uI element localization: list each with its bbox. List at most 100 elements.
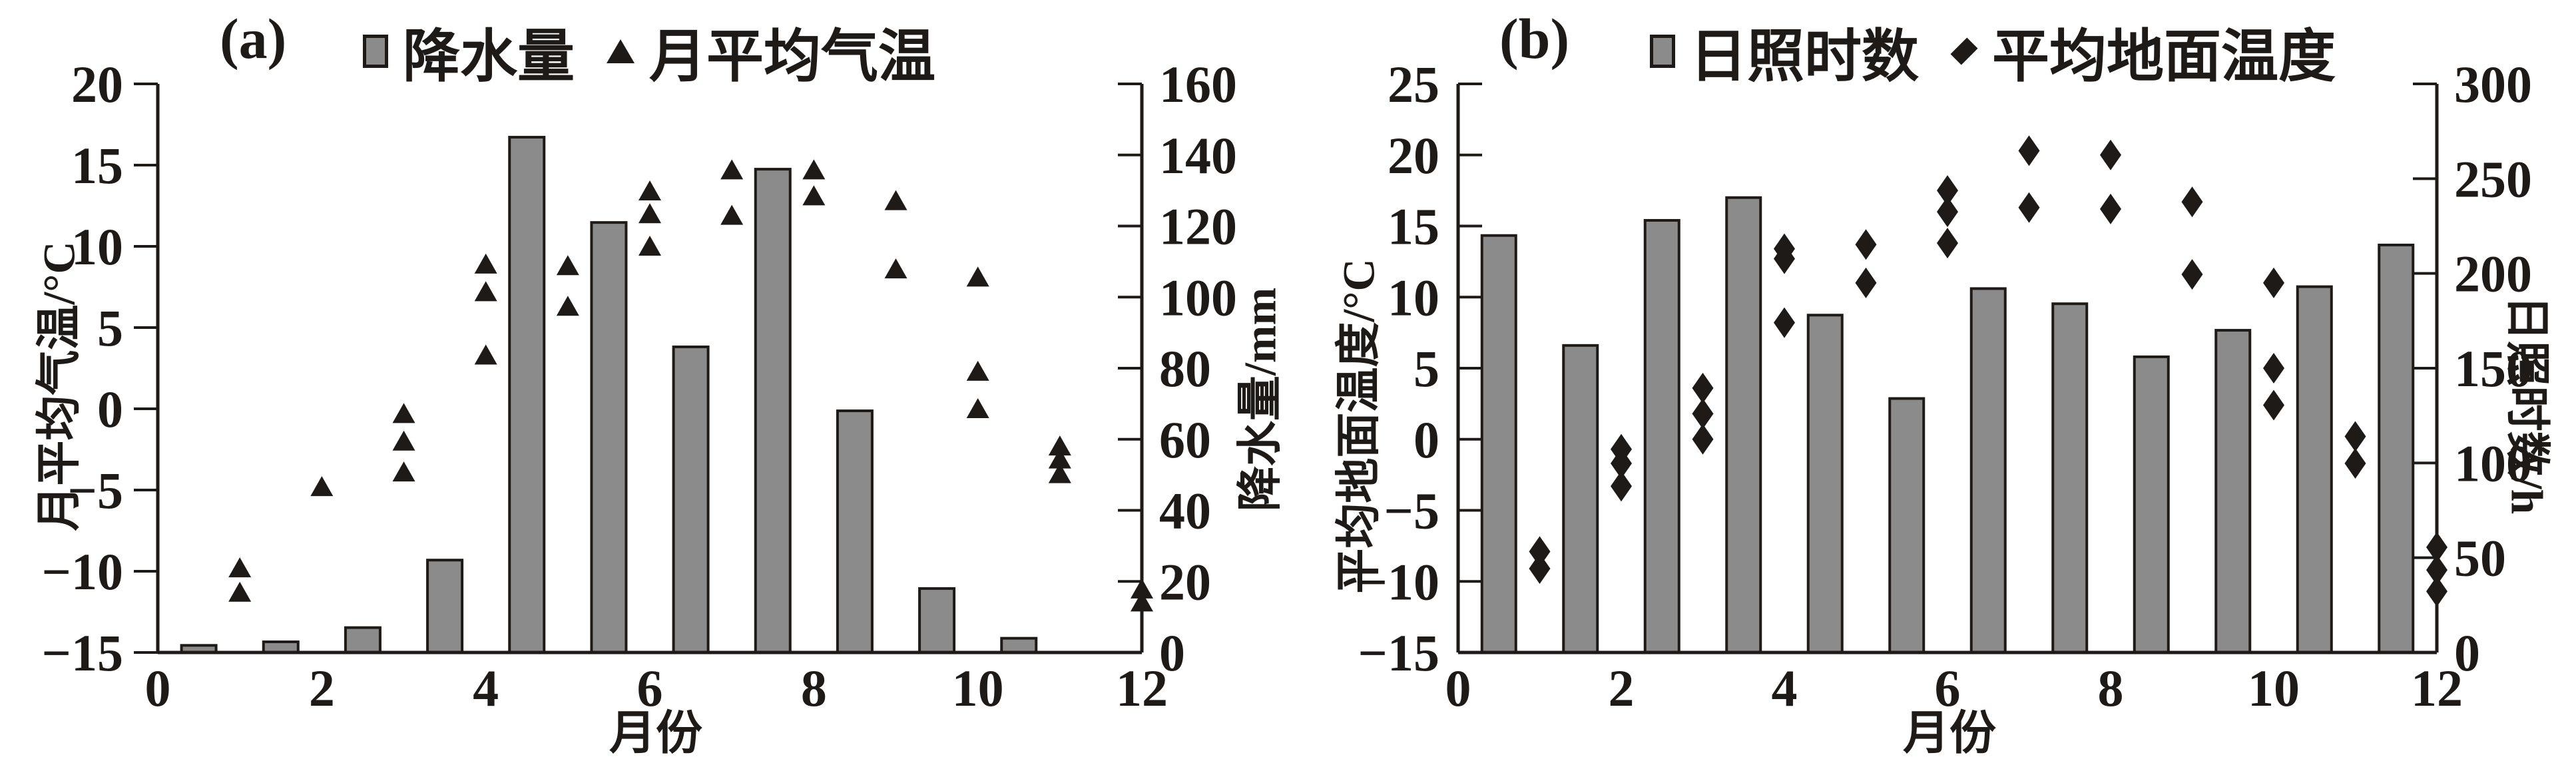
panel-b-label: (b) bbox=[1499, 7, 1570, 71]
x-axis-tick-label: 6 bbox=[1935, 659, 1961, 717]
diamond-marker bbox=[1529, 536, 1551, 567]
right-axis-tick-label: 120 bbox=[1159, 198, 1237, 256]
diamond-marker bbox=[1937, 175, 1958, 206]
diamond-marker bbox=[1692, 372, 1714, 403]
left-axis-tick-label: −10 bbox=[1358, 553, 1439, 611]
diamond-marker bbox=[1855, 229, 1877, 260]
left-axis-tick-label: 0 bbox=[1414, 411, 1439, 469]
left-axis-tick-label: −15 bbox=[42, 624, 123, 682]
diamond-marker bbox=[2181, 259, 2203, 290]
right-axis-tick-label: 20 bbox=[1159, 553, 1211, 611]
bar-swatch-icon bbox=[363, 34, 388, 68]
left-axis-tick-label: 20 bbox=[71, 55, 123, 113]
legend-item-air-temperature: 月平均气温 bbox=[607, 9, 935, 93]
triangle-marker bbox=[1048, 448, 1071, 469]
bar-month-12 bbox=[2378, 243, 2415, 654]
triangle-marker bbox=[556, 255, 579, 276]
bar-month-2 bbox=[1562, 344, 1599, 654]
right-axis-tick-label: 100 bbox=[2454, 434, 2532, 492]
diamond-marker bbox=[2100, 193, 2121, 224]
diamond-marker bbox=[2344, 421, 2366, 452]
triangle-marker bbox=[392, 403, 415, 423]
right-axis-tick-label: 0 bbox=[1159, 624, 1185, 682]
left-axis-tick-label: −10 bbox=[42, 543, 123, 601]
diamond-marker bbox=[2263, 389, 2284, 421]
triangle-marker bbox=[802, 185, 826, 206]
diamond-marker bbox=[2344, 448, 2366, 479]
triangle-marker bbox=[884, 258, 907, 279]
left-axis-tick-label: 10 bbox=[1388, 268, 1439, 326]
triangle-marker bbox=[802, 159, 826, 180]
x-axis-tick-label: 10 bbox=[952, 659, 1004, 717]
right-axis-tick-label: 100 bbox=[1159, 268, 1237, 326]
x-axis-tick-label: 2 bbox=[309, 659, 335, 717]
x-axis-tick-label: 12 bbox=[2411, 659, 2463, 717]
left-axis-tick-label: −5 bbox=[68, 461, 123, 519]
x-axis-tick-label: 4 bbox=[473, 659, 499, 717]
left-axis-tick-label: 20 bbox=[1388, 127, 1439, 184]
left-axis-tick-label: 15 bbox=[1388, 198, 1439, 256]
right-axis-tick-label: 50 bbox=[2454, 529, 2506, 587]
triangle-marker bbox=[966, 360, 989, 381]
x-axis-tick-label: 0 bbox=[145, 659, 171, 717]
bar-month-5 bbox=[1806, 314, 1844, 654]
x-axis-tick-label: 2 bbox=[1609, 659, 1635, 717]
bar-swatch-icon bbox=[1650, 34, 1675, 68]
left-axis-tick-label: 15 bbox=[71, 136, 123, 194]
panel-b-right-axis-title: 日照时数/h bbox=[2501, 295, 2553, 515]
panel-a-legend: 降水量 月平均气温 bbox=[363, 9, 935, 93]
x-axis-tick-label: 6 bbox=[637, 659, 663, 717]
left-axis-tick-label: 5 bbox=[97, 299, 123, 357]
right-axis-tick-label: 160 bbox=[1159, 55, 1237, 113]
panel-a-label: (a) bbox=[220, 7, 287, 71]
diamond-marker bbox=[2100, 139, 2121, 170]
legend-item-sunshine-hours: 日照时数 bbox=[1650, 9, 1919, 93]
triangle-marker bbox=[884, 190, 907, 210]
triangle-marker bbox=[310, 476, 334, 497]
diamond-marker bbox=[2263, 353, 2284, 383]
diamond-marker bbox=[1774, 243, 1795, 274]
bar-month-10 bbox=[2214, 329, 2252, 654]
right-axis-tick-label: 80 bbox=[1159, 340, 1211, 397]
diamond-marker bbox=[1774, 307, 1795, 338]
bar-month-6 bbox=[1888, 397, 1926, 654]
diamond-marker bbox=[1529, 553, 1551, 585]
diamond-marker bbox=[1611, 448, 1632, 479]
panel-a-x-axis-title: 月份 bbox=[609, 708, 702, 760]
triangle-marker bbox=[392, 461, 415, 482]
left-axis-tick-label: −15 bbox=[1358, 624, 1439, 682]
left-axis-tick-label: 5 bbox=[1414, 340, 1439, 397]
diamond-marker bbox=[2018, 135, 2040, 166]
diamond-marker bbox=[1855, 267, 1877, 298]
triangle-marker bbox=[639, 180, 661, 201]
right-axis-tick-label: 200 bbox=[2454, 245, 2532, 303]
legend-label-precipitation: 降水量 bbox=[403, 25, 575, 89]
diamond-swatch-icon bbox=[1950, 37, 1978, 65]
triangle-marker bbox=[392, 430, 415, 451]
left-axis-tick-label: 0 bbox=[97, 380, 123, 438]
triangle-swatch-icon bbox=[607, 39, 635, 63]
bar-month-1 bbox=[1480, 234, 1517, 654]
legend-item-ground-temperature: 平均地面温度 bbox=[1950, 9, 2336, 93]
left-axis-tick-label: −5 bbox=[1384, 482, 1439, 540]
diamond-marker bbox=[1692, 398, 1714, 429]
triangle-marker bbox=[1048, 435, 1071, 456]
triangle-marker bbox=[474, 281, 497, 302]
triangle-marker bbox=[720, 159, 744, 180]
diamond-marker bbox=[2181, 186, 2203, 218]
panel-a-right-axis-title: 降水量/mm bbox=[1234, 287, 1286, 512]
bar-month-7 bbox=[1969, 287, 2007, 654]
right-axis-tick-label: 0 bbox=[2454, 624, 2480, 682]
triangle-marker bbox=[556, 296, 579, 316]
diamond-marker bbox=[2018, 192, 2040, 223]
triangle-marker bbox=[720, 204, 744, 225]
triangle-marker bbox=[474, 253, 497, 274]
x-axis-tick-label: 8 bbox=[2098, 659, 2124, 717]
bar-month-3 bbox=[1643, 218, 1680, 654]
x-axis-tick-label: 0 bbox=[1445, 659, 1471, 717]
diamond-marker bbox=[2263, 267, 2284, 298]
legend-label-air-temperature: 月平均气温 bbox=[649, 25, 935, 89]
